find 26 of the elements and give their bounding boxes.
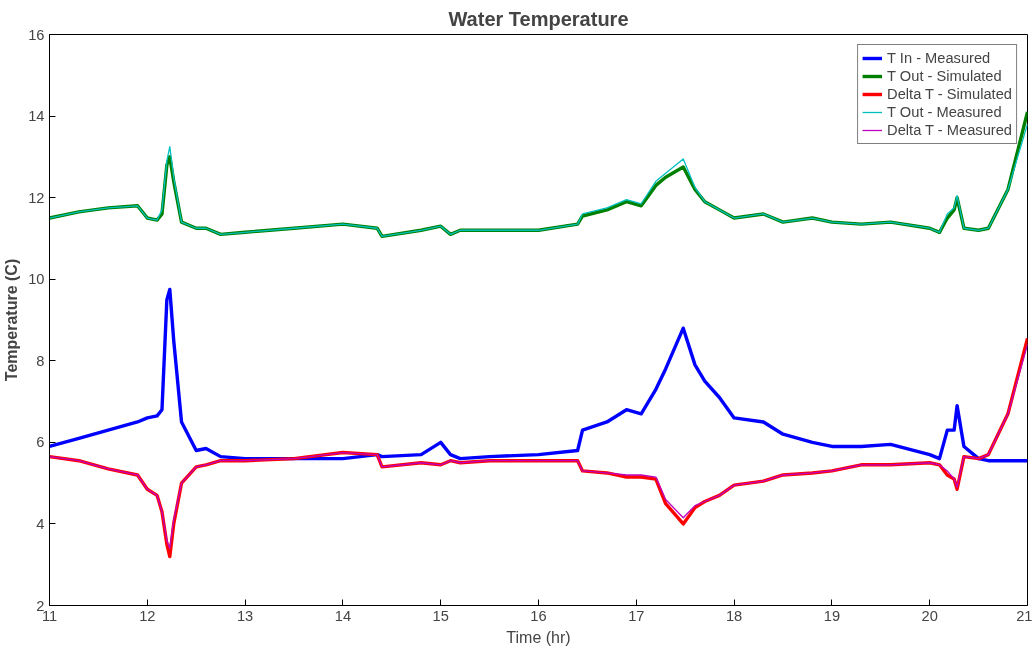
x-tick-label: 15: [432, 607, 449, 624]
x-tick-label: 14: [334, 607, 352, 624]
x-tick-label: 21: [1016, 607, 1032, 624]
y-tick-label: 14: [28, 108, 45, 125]
x-tick-label: 16: [530, 607, 547, 624]
y-tick-label: 10: [28, 271, 45, 288]
y-tick-label: 4: [36, 515, 45, 532]
y-tick-label: 16: [28, 26, 45, 43]
x-tick-label: 11: [41, 607, 58, 624]
legend-label: T Out - Measured: [887, 103, 1002, 121]
x-tick-label: 13: [236, 607, 254, 624]
y-tick-label: 8: [36, 352, 45, 369]
y-tick-label: 12: [28, 189, 45, 206]
legend-label: Delta T - Measured: [887, 121, 1012, 139]
y-axis-title: Temperature (C): [3, 258, 21, 382]
y-tick-label: 6: [36, 434, 45, 451]
chart-title: Water Temperature: [448, 7, 629, 30]
legend-label: T In - Measured: [887, 49, 991, 67]
legend-label: T Out - Simulated: [887, 67, 1002, 85]
x-tick-label: 17: [628, 607, 645, 624]
x-tick-label: 18: [725, 607, 743, 624]
x-tick-label: 12: [139, 607, 156, 624]
legend-label: Delta T - Simulated: [887, 85, 1012, 103]
x-tick-label: 20: [921, 607, 938, 624]
x-axis-title: Time (hr): [506, 628, 571, 646]
x-tick-label: 19: [823, 607, 841, 624]
